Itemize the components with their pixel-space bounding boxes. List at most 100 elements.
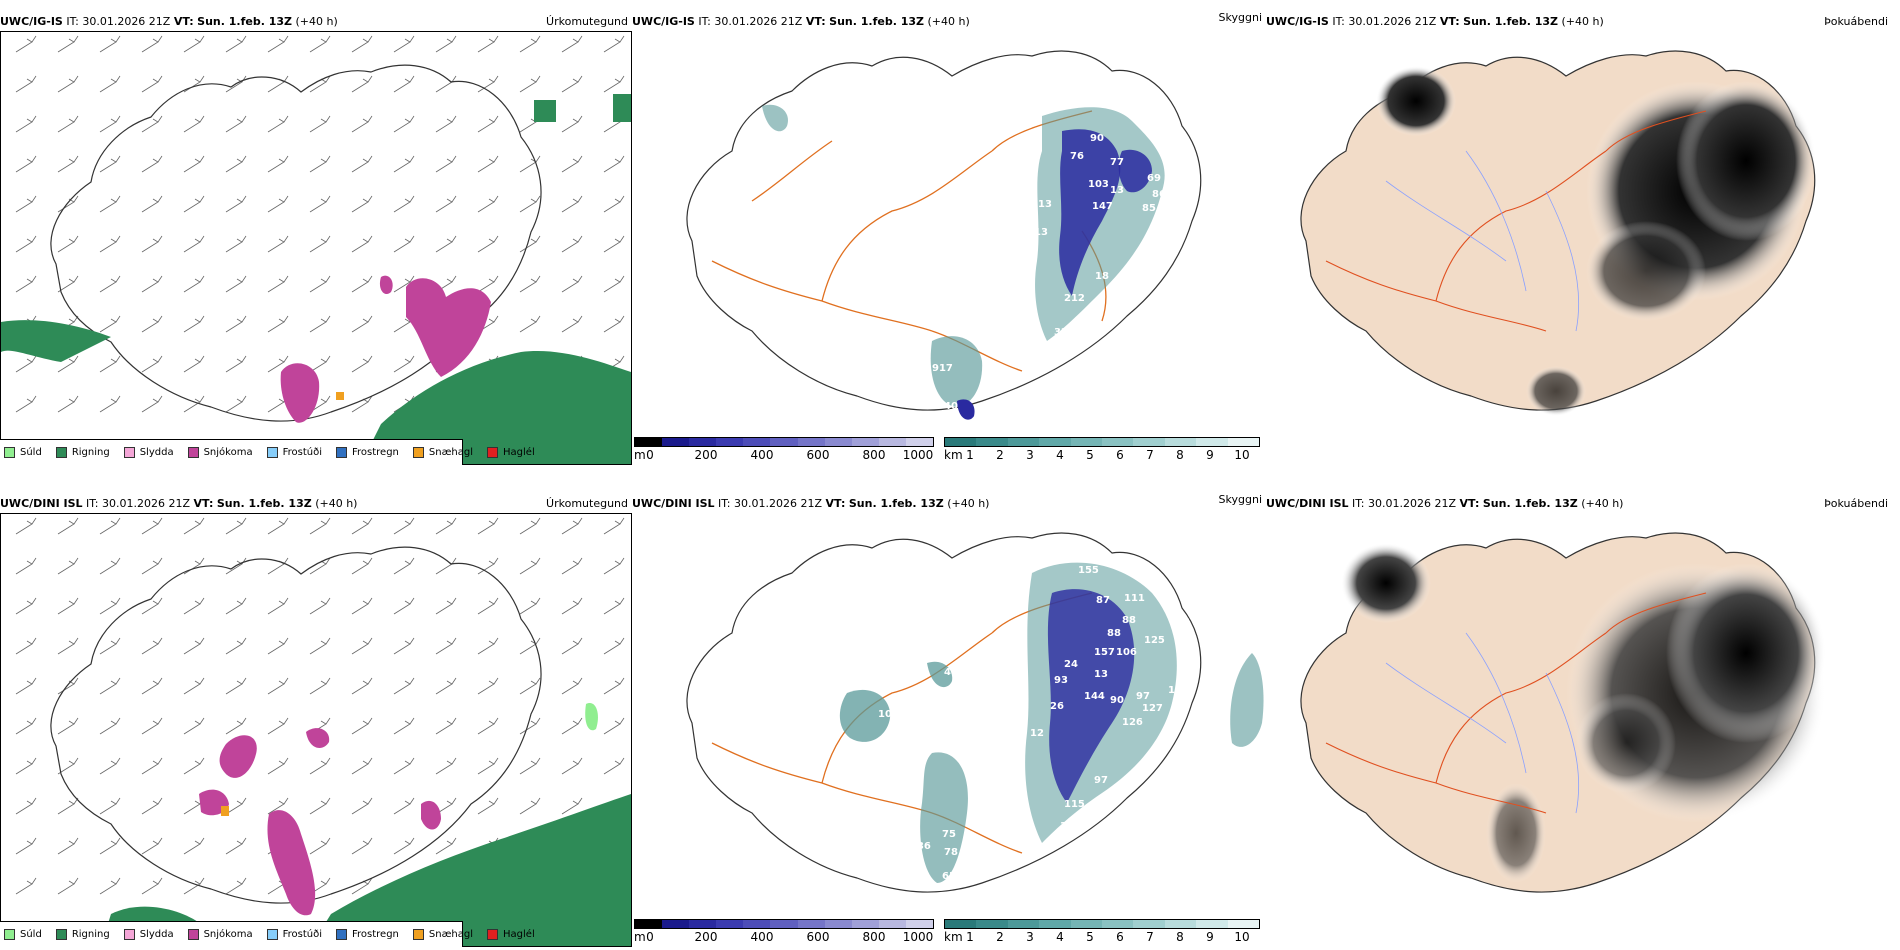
height-scale-label: 400 <box>750 930 774 944</box>
wind-barb <box>99 395 121 413</box>
legend-swatch <box>55 447 67 458</box>
fog-panel-bottom: UWC/DINI ISL IT: 30.01.2026 21Z VT: Sun.… <box>1266 495 1900 947</box>
wind-barb <box>519 517 541 535</box>
visibility-value-label: 18 <box>1095 271 1109 282</box>
lead-time: (+40 h) <box>927 15 970 28</box>
vt-label: VT: <box>825 497 846 510</box>
height-scale-cells <box>634 437 934 447</box>
visibility-value-label: 155 <box>1078 565 1099 576</box>
wind-barb <box>141 155 163 173</box>
wind-barb <box>267 195 289 213</box>
legend-swatch <box>266 929 278 940</box>
it-label: IT: <box>86 497 99 510</box>
vt-value: Sun. 1.feb. 13Z <box>216 497 312 510</box>
visibility-value-label: 77 <box>1110 157 1124 168</box>
wind-barb <box>99 797 121 815</box>
wind-barb <box>183 677 205 695</box>
wind-barb <box>309 677 331 695</box>
visibility-map-svg <box>686 50 1202 420</box>
wind-barb <box>225 597 247 615</box>
visibility-scale-cell <box>976 438 1008 446</box>
height-scale-cell <box>797 920 825 928</box>
wind-barb <box>225 637 247 655</box>
legend-label: Frostúði <box>282 929 322 940</box>
panel-header: UWC/IG-IS IT: 30.01.2026 21Z VT: Sun. 1.… <box>0 13 632 31</box>
wind-barb <box>141 115 163 133</box>
panel-header: UWC/DINI ISL IT: 30.01.2026 21Z VT: Sun.… <box>632 495 1266 513</box>
wind-barb <box>393 517 415 535</box>
height-scale-label: 800 <box>862 448 886 462</box>
panel-type-label: Úrkomutegund <box>546 497 628 510</box>
wind-barb <box>225 315 247 333</box>
visibility-scale-cell <box>1133 920 1165 928</box>
visibility-scale-label: 8 <box>1176 448 1184 462</box>
height-scale-cell <box>851 920 879 928</box>
wind-barb <box>309 115 331 133</box>
height-scale-cell <box>878 438 906 446</box>
visibility-scale-cell <box>1164 920 1197 928</box>
visibility-value-label: 78 <box>944 847 958 858</box>
legend-item: Haglél <box>487 929 535 940</box>
panel-type-label: Skyggni <box>1218 11 1262 24</box>
wind-barb <box>477 235 499 253</box>
wind-barb <box>351 557 373 575</box>
visibility-map: 90 76 77 103 69 86 85 13 147 13 13 18 21… <box>632 31 1266 431</box>
wind-barb <box>225 235 247 253</box>
wind-barb <box>603 315 625 333</box>
wind-barb <box>603 637 625 655</box>
lead-time: (+40 h) <box>1561 15 1604 28</box>
wind-barb <box>603 235 625 253</box>
wind-barb <box>351 677 373 695</box>
legend-label: Frostregn <box>352 447 399 458</box>
wind-barb <box>519 315 541 333</box>
wind-barb <box>57 355 79 373</box>
legend-label: Súld <box>20 929 42 940</box>
height-scale-unit: m <box>634 448 646 462</box>
wind-barb <box>393 75 415 93</box>
wind-barb <box>477 637 499 655</box>
it-value: 30.01.2026 21Z <box>1348 15 1437 28</box>
wind-barb <box>603 75 625 93</box>
wind-barb <box>435 637 457 655</box>
wind-barb <box>99 877 121 895</box>
visibility-scale-cell <box>1133 438 1165 446</box>
wind-barb <box>141 195 163 213</box>
it-label: IT: <box>698 15 711 28</box>
legend-item: Snæhagl <box>412 929 473 940</box>
model-name: UWC/IG-IS <box>1266 15 1329 28</box>
precip-panel-top: UWC/IG-IS IT: 30.01.2026 21Z VT: Sun. 1.… <box>0 13 632 465</box>
wind-barb <box>141 35 163 53</box>
wind-barb <box>309 797 331 815</box>
height-scale-cell <box>716 438 744 446</box>
wind-barb <box>393 195 415 213</box>
height-scale-label: 800 <box>862 930 886 944</box>
wind-barb <box>57 637 79 655</box>
legend-label: Snæhagl <box>428 447 474 458</box>
wind-barb <box>99 115 121 133</box>
wind-barb <box>225 717 247 735</box>
wind-barb <box>99 75 121 93</box>
vt-label: VT: <box>193 497 214 510</box>
height-scale-label: 1000 <box>902 930 934 944</box>
wind-barb <box>435 35 457 53</box>
wind-barb <box>225 195 247 213</box>
height-scale-label: 0 <box>646 930 654 944</box>
wind-barb <box>561 757 583 775</box>
visibility-value-label: 318 <box>1060 821 1081 832</box>
visibility-map: 155 87 111 88 88 125 157 106 73 86 93 24… <box>632 513 1266 913</box>
wind-barb <box>267 355 289 373</box>
visibility-value-label: 13 <box>1038 199 1052 210</box>
height-scale-cell <box>743 438 771 446</box>
wind-barb <box>477 757 499 775</box>
visibility-scale-cell <box>1227 438 1260 446</box>
wind-barb <box>57 195 79 213</box>
precip-map <box>0 31 632 465</box>
wind-barb <box>603 275 625 293</box>
wind-barb <box>477 275 499 293</box>
wind-barb <box>435 797 457 815</box>
visibility-value-label: 327 <box>1054 327 1075 338</box>
legend-label: Snjókoma <box>203 447 253 458</box>
wind-barb <box>267 797 289 815</box>
wind-barb <box>519 195 541 213</box>
visibility-value-label: 86 <box>1176 643 1190 654</box>
